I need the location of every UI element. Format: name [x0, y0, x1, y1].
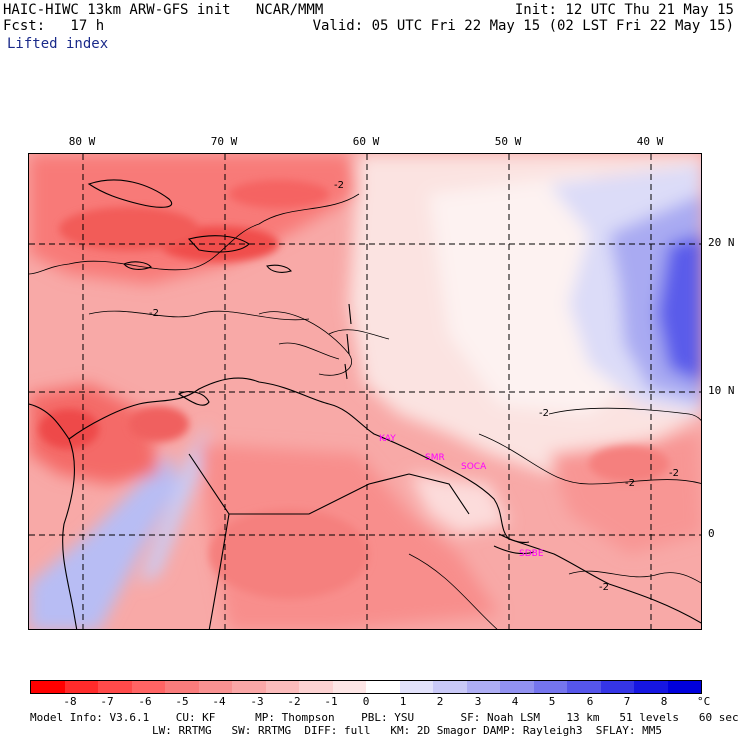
colorbar-swatch: [533, 681, 567, 693]
colorbar-swatch: [466, 681, 500, 693]
colorbar-swatch: [98, 681, 132, 693]
contours: [29, 193, 701, 629]
model-info-line-1: Model Info: V3.6.1 CU: KF MP: Thompson P…: [30, 711, 739, 724]
cuba-cell: [59, 207, 199, 251]
city-label-kay: KAY: [379, 434, 396, 444]
atlantic-cell: [229, 180, 329, 208]
colorbar-swatch: [332, 681, 366, 693]
colorbar-tick: 6: [586, 695, 594, 708]
coastlines: [29, 179, 701, 629]
positive-zone-strong: [657, 234, 701, 384]
colorbar-swatch: [299, 681, 333, 693]
amazon-mouth: [493, 533, 535, 555]
eq-atlantic-cell: [589, 446, 669, 482]
colorbar-tick: 2: [436, 695, 444, 708]
colorbar-swatch: [265, 681, 299, 693]
lake-maracaibo: [177, 391, 210, 406]
lat-label-20n: 20 N: [708, 236, 735, 249]
contour-label: -2: [539, 408, 549, 419]
lat-label-10n: 10 N: [708, 384, 735, 397]
colorbar-tick: 0: [362, 695, 370, 708]
colorbar-swatch: [433, 681, 467, 693]
colombia-cell: [129, 406, 189, 442]
contour-line: [258, 311, 352, 376]
map-canvas: -2 -2 -2 -2 -2 -2 KAY SMR SOCA SDBE: [29, 154, 701, 629]
contour-label: -2: [334, 180, 344, 191]
puerto-rico-coast: [266, 264, 292, 273]
colorbar-swatch: [366, 681, 400, 693]
pacific-coast: [62, 438, 78, 629]
colorbar-tick: -4: [212, 695, 226, 708]
colorbar-swatch: [667, 681, 701, 693]
contour-label-group: -2 -2 -2 -2 -2 -2: [149, 180, 679, 593]
colorbar-swatch: [399, 681, 433, 693]
amazon-cell: [209, 509, 369, 599]
hispaniola-coast: [187, 235, 250, 253]
colorbar-tick: -2: [287, 695, 301, 708]
lon-label-40w: 40 W: [636, 135, 664, 148]
colorbar-tick: -7: [100, 695, 114, 708]
city-label-smr: SMR: [425, 453, 445, 463]
colorbar-tick: 7: [623, 695, 631, 708]
colorbar-unit: °C: [697, 695, 711, 708]
lon-label-60w: 60 W: [352, 135, 380, 148]
colorbar-swatch: [198, 681, 232, 693]
cuba-coast: [87, 179, 172, 208]
pacific-positive-strip: [29, 454, 179, 629]
colorbar-swatch: [31, 681, 65, 693]
init-time: Init: 12 UTC Thu 21 May 15: [514, 2, 734, 18]
lifted-index-map: -2 -2 -2 -2 -2 -2 KAY SMR SOCA SDBE: [28, 153, 702, 630]
lat-label-0: 0: [708, 527, 715, 540]
contour-label: -2: [149, 308, 159, 319]
model-title: HAIC-HIWC 13km ARW-GFS init NCAR/MMM: [3, 2, 324, 18]
colorbar-swatch: [500, 681, 534, 693]
jamaica-coast: [123, 261, 152, 270]
panama-cell: [39, 409, 99, 449]
contour-label: -2: [625, 478, 635, 489]
colorbar-tick: -6: [138, 695, 152, 708]
colorbar-swatch: [567, 681, 601, 693]
city-labels: KAY SMR SOCA SDBE: [379, 434, 544, 559]
city-label-sdbe: SDBE: [519, 549, 544, 559]
colorbar-swatch: [64, 681, 98, 693]
colorbar-tick: 8: [660, 695, 668, 708]
contour-line: [29, 193, 360, 275]
colorbar-tick: 5: [548, 695, 556, 708]
contour-label: -2: [599, 582, 609, 593]
field-name: Lifted index: [7, 36, 109, 52]
colorbar-tick: -8: [63, 695, 77, 708]
colorbar-swatch: [131, 681, 165, 693]
contour-line: [478, 433, 701, 485]
colorbar-tick: 1: [399, 695, 407, 708]
lon-label-50w: 50 W: [494, 135, 522, 148]
valid-time: Valid: 05 UTC Fri 22 May 15 (02 LST Fri …: [312, 18, 734, 34]
colorbar-tick: -5: [175, 695, 189, 708]
city-label-soca: SOCA: [461, 462, 487, 472]
colorbar-swatch: [165, 681, 199, 693]
contour-line: [278, 329, 390, 360]
contour-line: [548, 407, 701, 422]
lat-lon-grid: [29, 154, 701, 629]
lesser-antilles: [344, 303, 352, 380]
pale-zone-amazon: [409, 474, 509, 534]
model-info-line-2: LW: RRTMG SW: RRTMG DIFF: full KM: 2D Sm…: [152, 724, 662, 737]
colorbar-tick: -1: [324, 695, 338, 708]
contour-line: [568, 570, 701, 584]
contour-label: -2: [669, 468, 679, 479]
colorbar-tick: -3: [250, 695, 264, 708]
south-america-coast: [29, 377, 701, 624]
colorbar: [30, 680, 702, 694]
contour-line: [88, 310, 310, 321]
colorbar-tick: 4: [511, 695, 519, 708]
pacific-positive-strip-2: [139, 424, 209, 584]
colorbar-swatch: [600, 681, 634, 693]
colorbar-swatch: [634, 681, 668, 693]
contour-line: [408, 553, 498, 629]
colorbar-swatch: [232, 681, 266, 693]
lon-label-70w: 70 W: [210, 135, 238, 148]
country-borders: [188, 453, 470, 629]
colorbar-tick: 3: [474, 695, 482, 708]
forecast-hour: Fcst: 17 h: [3, 18, 105, 34]
lon-label-80w: 80 W: [68, 135, 96, 148]
